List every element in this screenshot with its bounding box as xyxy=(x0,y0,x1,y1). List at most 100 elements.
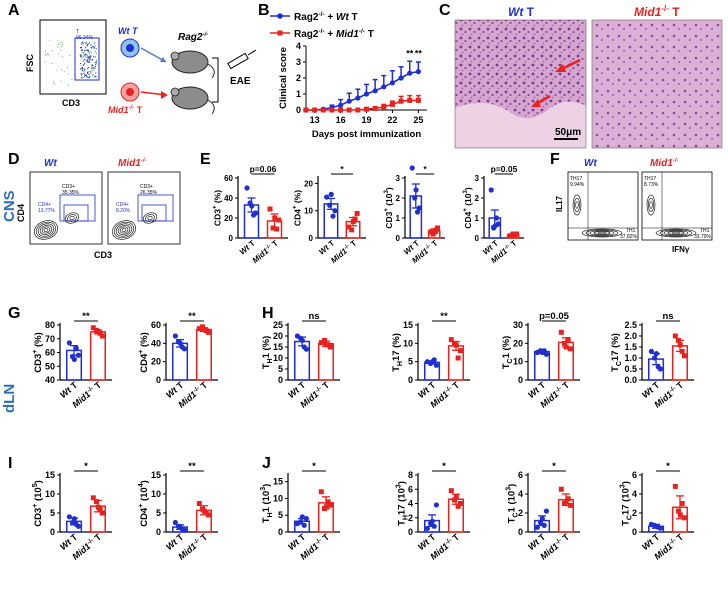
data-point xyxy=(301,344,307,350)
text-span: (10 xyxy=(463,193,473,208)
flow-event-dot xyxy=(88,61,91,64)
flow-event-dot xyxy=(83,64,85,66)
flow-event-dot xyxy=(49,39,51,41)
y-tick-label: 60 xyxy=(224,174,233,183)
text-span: -/- xyxy=(503,243,511,251)
flow-event-dot xyxy=(94,45,96,47)
data-point xyxy=(99,510,105,516)
panel-letter-h: H xyxy=(262,305,274,322)
y-tick-label: 10 xyxy=(151,489,161,499)
data-point xyxy=(655,364,661,370)
text-span: 17 (10 xyxy=(621,488,632,515)
data-point xyxy=(453,342,459,348)
data-point xyxy=(457,501,463,506)
y-axis-label: TH17 (103) xyxy=(396,481,410,526)
th17-pct-wt: 9.94% xyxy=(570,182,585,188)
flow-event-dot xyxy=(80,68,82,70)
y-tick-label: 0 xyxy=(50,527,55,537)
contour-ring xyxy=(145,214,155,222)
flow-event-dot xyxy=(95,48,97,50)
contour-ring xyxy=(113,221,135,239)
data-point xyxy=(543,508,550,514)
bar-mid1 xyxy=(89,331,106,381)
text-span: ) xyxy=(621,481,632,484)
flow-event-dot xyxy=(92,69,94,71)
flow-event-dot xyxy=(79,63,82,65)
flow-event-dot xyxy=(61,42,63,44)
y-tick-label: 20 xyxy=(304,179,313,188)
y-tick-label: 40 xyxy=(45,375,55,385)
y-axis-label: CD4+ (%) xyxy=(292,190,302,226)
data-point xyxy=(71,516,77,522)
text-span: -/- xyxy=(444,385,453,394)
text-span: Mid1 xyxy=(336,29,359,40)
text-span: CD3 xyxy=(33,508,44,527)
panel-letter-i: I xyxy=(8,455,13,472)
flow-event-dot xyxy=(80,74,82,76)
flow-event-dot xyxy=(58,53,59,55)
y-tick-label: 0 xyxy=(518,527,523,537)
flow-event-dot xyxy=(87,61,89,63)
text-span: H xyxy=(397,361,404,366)
data-point xyxy=(431,229,437,235)
data-point xyxy=(94,499,100,505)
text-span: 17 (10 xyxy=(397,488,408,515)
flow-event-dot xyxy=(87,56,89,58)
text-span: + xyxy=(212,205,218,209)
arrowhead-icon xyxy=(160,57,166,62)
flow-event-dot xyxy=(89,76,91,78)
th1-pct-wt: 37.82% xyxy=(620,234,638,240)
data-point xyxy=(429,359,435,365)
y-axis-label: CD4+ (%) xyxy=(138,332,150,373)
contour-mid1 xyxy=(111,212,158,240)
flow-event-dot xyxy=(86,44,89,46)
contour-ring xyxy=(585,229,619,237)
panel-a-wt-label: Wt T xyxy=(118,26,139,36)
data-point xyxy=(201,508,207,514)
flow-event-dot xyxy=(63,71,65,73)
data-point xyxy=(346,98,352,104)
data-point xyxy=(539,349,545,356)
contour-ring xyxy=(115,223,133,237)
legend-label-wt: Rag2-/- + Wt T xyxy=(294,11,358,23)
y-tick-label: 8 xyxy=(408,470,413,480)
mid1-t-cell-nucleus-icon xyxy=(126,88,134,96)
text-span: T xyxy=(349,12,358,23)
y-tick-label: 15 xyxy=(151,470,161,480)
y-axis-label: CD4+ (103) xyxy=(463,187,473,229)
y-tick-label: 0 xyxy=(156,527,161,537)
panel-a-gate-pct: 96.34% xyxy=(76,35,94,41)
text-span: -/- xyxy=(86,537,95,546)
gate-cd3-pct-wt: 35.35% xyxy=(62,190,80,196)
th17-label-wt: TH17 xyxy=(570,176,582,182)
data-point xyxy=(541,522,547,528)
text-span: -/- xyxy=(318,11,324,18)
data-point xyxy=(681,515,687,521)
data-point xyxy=(409,165,415,171)
y-tick-label: 40 xyxy=(151,338,161,348)
contour-ring xyxy=(667,231,685,235)
data-point xyxy=(534,524,540,530)
flow-event-dot xyxy=(88,51,90,53)
data-point xyxy=(251,212,257,218)
data-point xyxy=(330,213,336,219)
panel-a-ylabel: FSC xyxy=(25,53,35,72)
data-point xyxy=(567,346,573,352)
y-axis-label: TC17 (103) xyxy=(620,481,634,526)
panel-letter-a: A xyxy=(8,2,20,19)
flow-event-dot xyxy=(85,53,87,55)
y-tick-label: 4 xyxy=(408,499,413,509)
panel-d-wt-title: Wt xyxy=(44,158,57,169)
significance-label: * xyxy=(666,461,670,472)
text-span: T xyxy=(507,517,518,523)
gate-cd4-label-wt: CD4+ xyxy=(38,202,51,208)
y-tick-label: 0 xyxy=(396,234,401,243)
flow-event-dot xyxy=(94,56,96,58)
y-tick-label: 1.5 xyxy=(624,342,637,352)
y-axis-label: TH1 (103) xyxy=(260,484,274,524)
